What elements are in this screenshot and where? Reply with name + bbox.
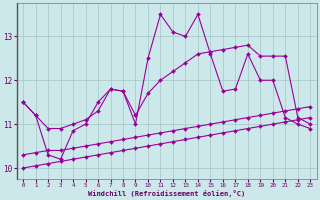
X-axis label: Windchill (Refroidissement éolien,°C): Windchill (Refroidissement éolien,°C) — [88, 190, 245, 197]
